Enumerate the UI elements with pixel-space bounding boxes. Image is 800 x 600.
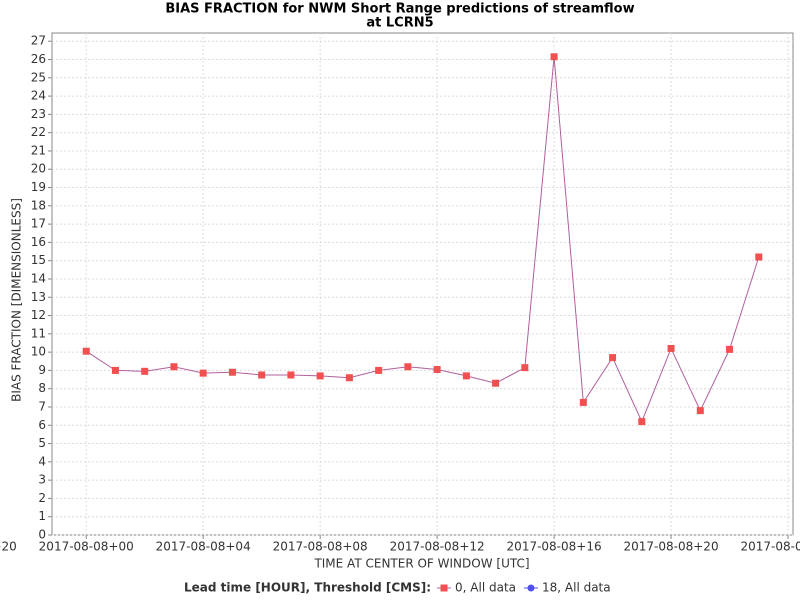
y-tick-label: 23 [31, 107, 46, 121]
point [170, 363, 178, 371]
x-tick-label: 2017-08-08+12 [390, 540, 485, 554]
chart-title: BIAS FRACTION for NWM Short Range predic… [165, 2, 634, 17]
y-tick-label: 19 [31, 180, 46, 194]
point [696, 407, 704, 415]
chart-subtitle: at LCRN5 [366, 16, 433, 31]
y-tick-label: 6 [38, 418, 46, 432]
y-tick-label: 20 [31, 162, 46, 176]
point [433, 365, 441, 373]
y-tick-label: 7 [38, 399, 46, 413]
point [579, 398, 587, 406]
y-tick-label: 12 [31, 308, 46, 322]
point [726, 345, 734, 353]
point [550, 53, 558, 61]
x-tick-label: 2017-08-08+20 [624, 540, 719, 554]
legend: Lead time [HOUR], Threshold [CMS]: 0, All… [184, 581, 611, 595]
y-tick-label: 22 [31, 125, 46, 139]
point [404, 363, 412, 371]
x-tick-label: 2017-08-08+04 [156, 540, 251, 554]
y-tick-label: 11 [31, 326, 46, 340]
point [667, 344, 675, 352]
point [638, 418, 646, 426]
y-tick-label: 1 [38, 509, 46, 523]
x-tick-label: 2017-08-08+08 [273, 540, 368, 554]
y-tick-label: 5 [38, 436, 46, 450]
y-tick-label: 9 [38, 363, 46, 377]
point [287, 371, 295, 379]
point [440, 584, 448, 592]
point [609, 354, 617, 362]
y-tick-label: 3 [38, 473, 46, 487]
y-tick-label: 13 [31, 290, 46, 304]
y-tick-label: 18 [31, 198, 46, 212]
y-tick-label: 24 [31, 89, 46, 103]
y-tick-label: 10 [31, 345, 46, 359]
point [141, 367, 149, 375]
point [316, 372, 324, 380]
x-tick-label: 2017-08-08+16 [507, 540, 602, 554]
point [258, 371, 266, 379]
y-tick-label: 21 [31, 143, 46, 157]
series-line [85, 56, 760, 423]
point [755, 253, 763, 261]
y-tick-label: 17 [31, 217, 46, 231]
point [228, 368, 236, 376]
point [462, 372, 470, 380]
x-tick-label: 2017-08-07+20 [0, 540, 17, 554]
y-tick-label: 16 [31, 235, 46, 249]
legend-title: Lead time [HOUR], Threshold [CMS]: [184, 581, 431, 595]
y-tick-label: 14 [31, 271, 46, 285]
x-tick-label: 2017-08-09+00 [740, 540, 800, 554]
point [492, 379, 500, 387]
y-tick-label: 2 [38, 491, 46, 505]
point [521, 364, 529, 372]
point [345, 374, 353, 382]
y-axis-label: BIAS FRACTION [DIMENSIONLESS] [10, 198, 24, 402]
y-tick-label: 0 [38, 528, 46, 542]
y-tick-label: 4 [38, 454, 46, 468]
y-tick-label: 15 [31, 253, 46, 267]
plot-area [51, 32, 794, 536]
y-tick-label: 26 [31, 52, 46, 66]
x-axis-label: TIME AT CENTER OF WINDOW [UTC] [313, 557, 529, 571]
point [527, 584, 535, 592]
x-tick-label: 2017-08-08+00 [39, 540, 134, 554]
point [111, 366, 119, 374]
point [375, 366, 383, 374]
point [199, 369, 207, 377]
y-tick-label: 8 [38, 381, 46, 395]
legend-label: 0, All data [455, 581, 516, 595]
y-tick-label: 27 [31, 34, 46, 48]
legend-label: 18, All data [542, 581, 611, 595]
point [82, 347, 90, 355]
y-tick-label: 25 [31, 70, 46, 84]
